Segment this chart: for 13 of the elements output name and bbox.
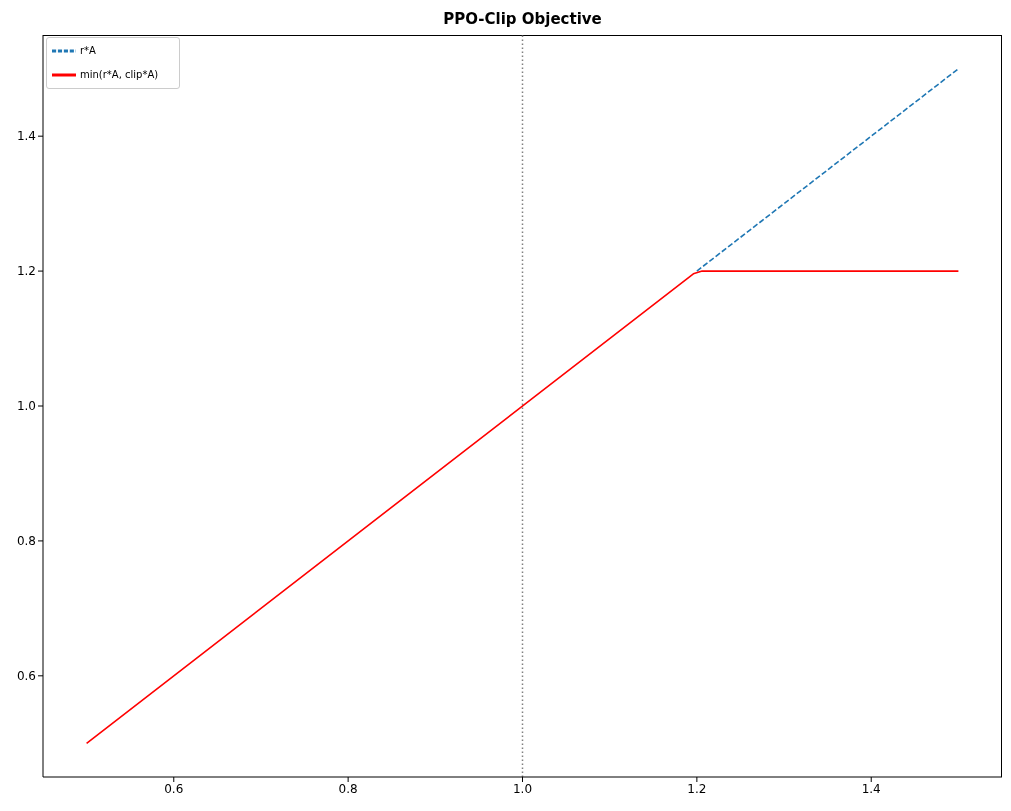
- x-tick-label: 1.4: [861, 781, 881, 796]
- x-tick-label: 1.0: [512, 781, 533, 796]
- y-tick-label: 1.0: [16, 399, 36, 414]
- chart-title: PPO-Clip Objective: [442, 9, 603, 30]
- y-tick-label: 1.4: [16, 129, 36, 144]
- y-tick-label: 0.8: [16, 534, 36, 549]
- legend-label: r*A: [80, 45, 96, 56]
- legend-label: min(r*A, clip*A): [80, 69, 159, 80]
- x-tick-label: 1.2: [687, 781, 707, 796]
- x-tick-label: 0.8: [338, 781, 358, 796]
- x-tick-label: 0.6: [164, 781, 184, 796]
- y-tick-label: 1.2: [16, 264, 36, 279]
- y-tick-label: 0.6: [16, 669, 36, 684]
